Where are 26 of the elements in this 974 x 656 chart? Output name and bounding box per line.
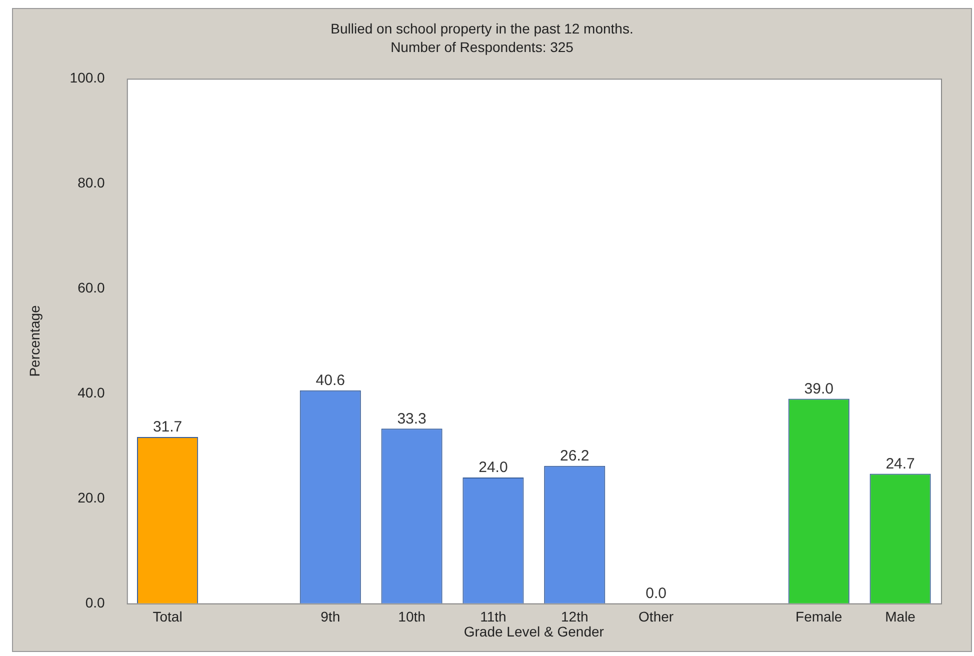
x-tick-label: 12th — [561, 608, 588, 625]
x-tick-label: Male — [885, 608, 916, 625]
y-tick-label: 20.0 — [78, 489, 106, 506]
y-tick-label: 80.0 — [78, 174, 106, 190]
y-tick-label: 100.0 — [70, 69, 106, 86]
chart-subtitle: Number of Respondents: 325 — [390, 39, 574, 56]
y-axis-title: Percentage — [26, 304, 42, 377]
data-label: 39.0 — [804, 380, 834, 398]
chart-title: Bullied on school property in the past 12 months. — [330, 20, 634, 36]
x-axis-title: Grade Level & Gender — [464, 623, 604, 640]
x-tick-label: 11th — [480, 608, 506, 625]
y-tick-label: 0.0 — [85, 594, 106, 610]
data-label: 26.2 — [560, 448, 590, 465]
x-tick-label: Total — [152, 608, 182, 625]
y-tick-label: 40.0 — [78, 384, 106, 400]
data-label: 0.0 — [646, 585, 666, 602]
data-label: 31.7 — [152, 418, 182, 436]
data-label: 33.3 — [397, 410, 426, 428]
x-tick-label: 10th — [398, 608, 426, 625]
data-label: 40.6 — [316, 372, 345, 389]
x-tick-label: Female — [796, 608, 842, 625]
data-label: 24.7 — [886, 455, 915, 472]
x-tick-label: 9th — [320, 608, 340, 625]
x-tick-label: Other — [638, 608, 674, 625]
data-label: 24.0 — [478, 459, 508, 476]
y-tick-label: 60.0 — [78, 279, 106, 296]
